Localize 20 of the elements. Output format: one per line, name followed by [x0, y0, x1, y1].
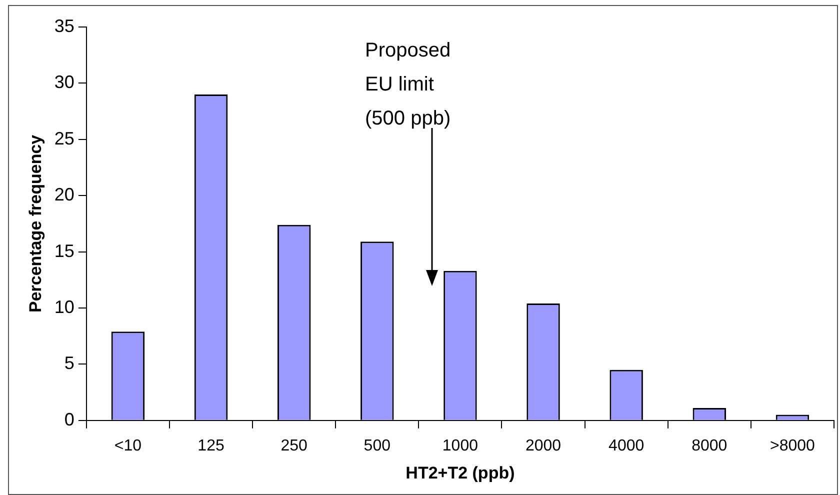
y-axis-title: Percentage frequency — [26, 134, 45, 313]
y-tick-label: 10 — [54, 296, 74, 317]
x-axis-title: HT2+T2 (ppb) — [406, 463, 515, 482]
x-tick-label: 250 — [280, 437, 308, 454]
x-tick-label: >8000 — [770, 437, 816, 454]
y-tick-label: 20 — [54, 184, 74, 205]
y-tick-label: 30 — [54, 72, 74, 92]
y-tick-label: 5 — [64, 353, 74, 374]
x-tick-label: <10 — [114, 437, 142, 454]
x-tick-label: 1000 — [442, 437, 478, 454]
x-tick-label: 8000 — [692, 437, 728, 454]
x-tick-label: 2000 — [525, 437, 562, 454]
annotation: Proposed EU limit (500 ppb) — [365, 40, 451, 130]
y-tick-label: 35 — [54, 16, 74, 36]
x-tick-label: 4000 — [608, 437, 644, 454]
x-tick-label: 125 — [198, 437, 224, 454]
y-tick-label: 0 — [64, 409, 74, 430]
x-tick-label: 500 — [364, 437, 391, 454]
y-tick-label: 25 — [54, 128, 74, 148]
y-tick-label: 15 — [54, 240, 74, 261]
